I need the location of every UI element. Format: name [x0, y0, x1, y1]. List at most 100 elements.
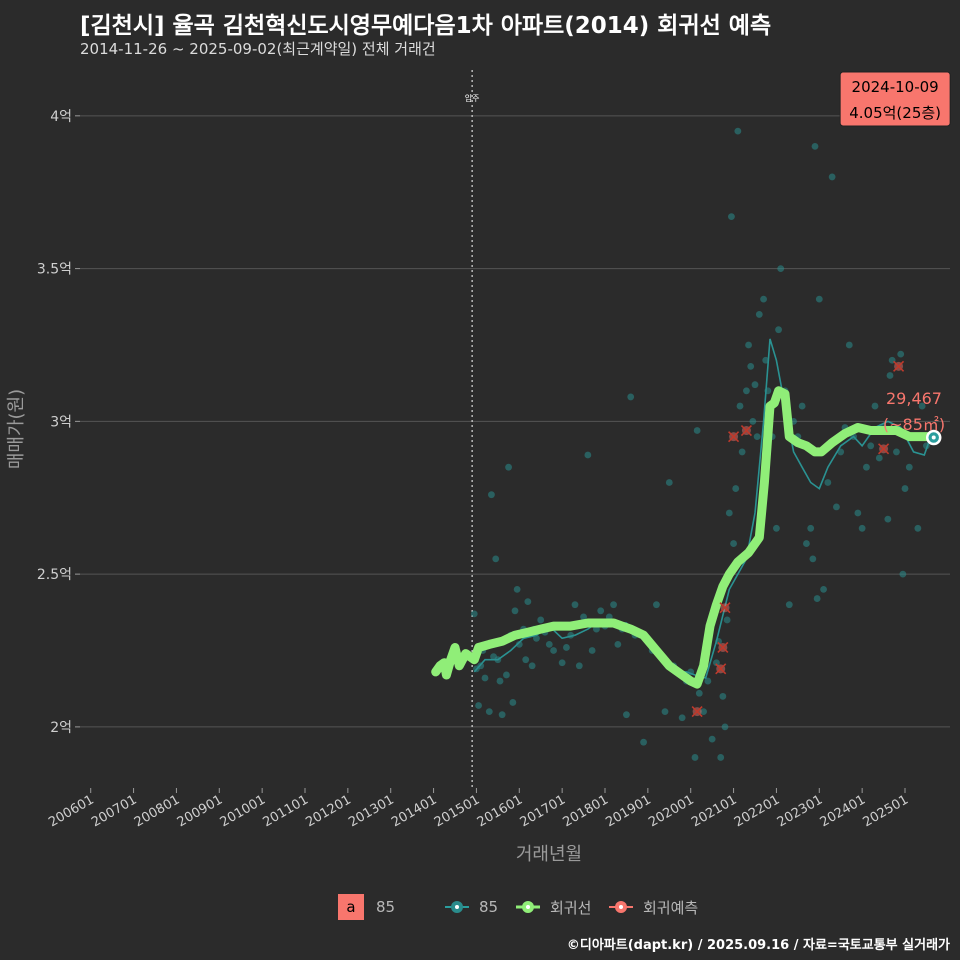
transaction-point [691, 754, 699, 761]
prediction-cross [878, 443, 890, 455]
x-tick-label: 201701 [518, 792, 568, 830]
y-tick-label: 4억 [50, 109, 72, 125]
transaction-point [807, 524, 815, 532]
transaction-point [863, 463, 870, 471]
transaction-point [678, 714, 686, 722]
transaction-point [905, 463, 913, 471]
transaction-point [732, 485, 740, 492]
x-tick-label: 201801 [561, 792, 611, 830]
transaction-point [653, 601, 660, 609]
transaction-point [509, 699, 517, 706]
transaction-point [550, 647, 557, 654]
highlight-value: 4.05억(25층) [849, 104, 941, 122]
transaction-point [725, 509, 733, 517]
transaction-point [665, 479, 673, 486]
transaction-point [828, 173, 836, 181]
transaction-point [811, 142, 819, 150]
transaction-point [897, 350, 905, 358]
transaction-point [627, 393, 635, 401]
transaction-point [773, 524, 780, 532]
transaction-point [545, 641, 553, 648]
x-tick-label: 201901 [603, 792, 653, 830]
transaction-point [875, 454, 883, 462]
transaction-point [687, 668, 695, 676]
chart-subtitle: 2014-11-26 ~ 2025-09-02(최근계약일) 전체 거래건 [80, 40, 436, 58]
x-tick-label: 201201 [303, 792, 353, 830]
transaction-point [777, 265, 785, 272]
x-tick-label: 202301 [775, 792, 825, 830]
y-tick-label: 2억 [50, 720, 72, 736]
x-tick-label: 202501 [861, 792, 911, 830]
transaction-point [893, 448, 900, 456]
transaction-point [511, 607, 519, 615]
legend-85-swatch-icon [445, 901, 469, 913]
transaction-point [614, 641, 622, 648]
transaction-point [700, 708, 707, 716]
transaction-point [775, 326, 782, 334]
x-tick-label: 200701 [89, 792, 139, 830]
transaction-point [837, 448, 845, 456]
latest-area-label: (~85㎡) [883, 415, 945, 434]
transaction-point [721, 723, 729, 731]
transaction-point [914, 524, 922, 532]
legend-regression: 회귀선 [514, 893, 591, 921]
transaction-point [558, 659, 566, 667]
transaction-point [886, 372, 894, 379]
transaction-point [567, 631, 575, 639]
transaction-point [477, 662, 485, 670]
y-tick-label: 2.5억 [37, 567, 72, 583]
transaction-point [695, 689, 703, 697]
transaction-point [899, 570, 907, 578]
x-tick-label: 200601 [46, 792, 96, 830]
transaction-point [575, 662, 583, 670]
x-tick-label: 202101 [689, 792, 739, 830]
y-axis-title: 매매가(원) [6, 389, 27, 469]
transaction-point [884, 515, 892, 523]
transaction-point [584, 451, 592, 459]
x-axis-title: 거래년월 [516, 844, 582, 865]
transaction-point [640, 738, 647, 746]
transaction-point [503, 671, 510, 679]
transaction-point [745, 341, 752, 349]
transaction-point [492, 555, 500, 563]
legend-prediction-label: 회귀예측 [643, 898, 699, 917]
transaction-point [833, 503, 840, 511]
x-tick-label: 200901 [175, 792, 225, 830]
x-tick-label: 201301 [346, 792, 396, 830]
transaction-point [743, 387, 750, 395]
x-tick-label: 201001 [218, 792, 268, 830]
transaction-point [580, 613, 587, 621]
transaction-point [730, 540, 737, 547]
transaction-point [719, 692, 727, 700]
transaction-point [901, 485, 909, 492]
legend-regression-label: 회귀선 [550, 898, 592, 917]
transaction-point [571, 601, 579, 609]
transaction-point [588, 647, 596, 654]
transaction-point [751, 381, 759, 389]
prediction-cross [728, 431, 740, 443]
x-tick-label: 201401 [389, 792, 439, 830]
transaction-point [845, 341, 853, 349]
transaction-point [717, 754, 725, 761]
transaction-point [749, 417, 757, 425]
transaction-point [485, 708, 493, 716]
transaction-point [854, 509, 862, 517]
transaction-point [723, 616, 731, 624]
chart-plot: 입주 2억 2.5억 3억 3.5억 4억 20060120070120080120090… [6, 70, 951, 865]
x-tick-label: 200801 [132, 792, 182, 830]
y-tick-label: 3.5억 [37, 262, 72, 278]
transaction-point [923, 442, 930, 450]
move-in-label: 입주 [465, 94, 480, 103]
transaction-point [858, 524, 866, 532]
transaction-point [785, 601, 793, 609]
transaction-point [809, 555, 817, 563]
prediction-cross [691, 706, 703, 718]
transaction-point [755, 311, 763, 318]
transaction-point [475, 702, 482, 709]
transaction-point [867, 442, 875, 450]
transaction-point [524, 598, 532, 606]
prediction-cross [893, 360, 905, 372]
x-tick-label: 202001 [646, 792, 696, 830]
transaction-point [537, 616, 545, 624]
transaction-point [563, 644, 570, 651]
